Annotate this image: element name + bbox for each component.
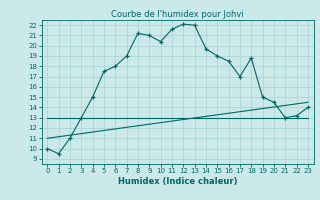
Title: Courbe de l'humidex pour Johvi: Courbe de l'humidex pour Johvi	[111, 10, 244, 19]
X-axis label: Humidex (Indice chaleur): Humidex (Indice chaleur)	[118, 177, 237, 186]
